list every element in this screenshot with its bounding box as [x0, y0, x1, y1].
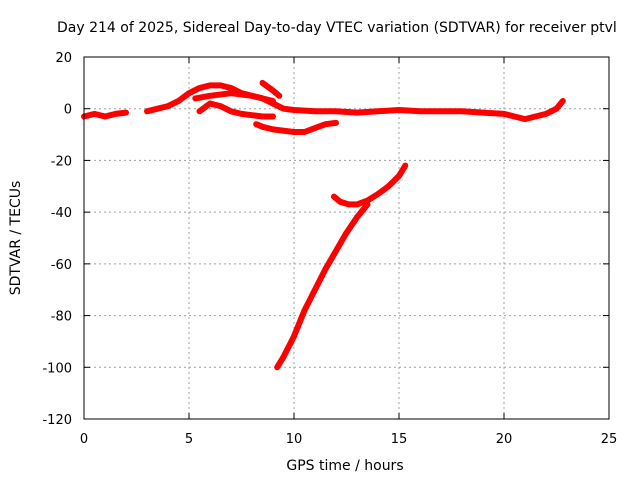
- x-tick-label: 25: [601, 432, 618, 447]
- y-tick-label: -20: [51, 154, 72, 169]
- y-axis-label: SDTVAR / TECUs: [8, 181, 24, 296]
- x-axis-label: GPS time / hours: [286, 458, 403, 474]
- series-line-6: [274, 201, 371, 371]
- series-line-4: [196, 100, 276, 120]
- series-line-5: [253, 119, 339, 135]
- plot-frame: [83, 56, 610, 420]
- y-tick-label: -80: [51, 310, 72, 325]
- y-tick-label: 20: [55, 51, 72, 66]
- series-line-8: [259, 79, 283, 99]
- y-tick-label: -40: [51, 206, 72, 221]
- series-line-2: [144, 82, 566, 123]
- x-tick-label: 10: [286, 432, 303, 447]
- y-tick-label: -120: [42, 413, 72, 428]
- x-tick-label: 15: [391, 432, 408, 447]
- x-tick-label: 20: [496, 432, 513, 447]
- chart-title: Day 214 of 2025, Sidereal Day-to-day VTE…: [57, 20, 617, 36]
- series-line-3: [192, 90, 276, 104]
- y-tick-label: 0: [64, 103, 72, 118]
- data-series: [81, 79, 566, 371]
- y-tick-label: -100: [42, 361, 72, 376]
- gridlines: [84, 57, 609, 419]
- series-line-1: [81, 109, 129, 120]
- x-tick-label: 0: [80, 432, 88, 447]
- y-tick-label: -60: [51, 258, 72, 273]
- axis-ticks: 0 5 10 15 20 25 20 0 -20 -40 -60 -80 -100 -120: [42, 51, 617, 447]
- x-tick-label: 5: [185, 432, 193, 447]
- series-line-7: [330, 162, 409, 208]
